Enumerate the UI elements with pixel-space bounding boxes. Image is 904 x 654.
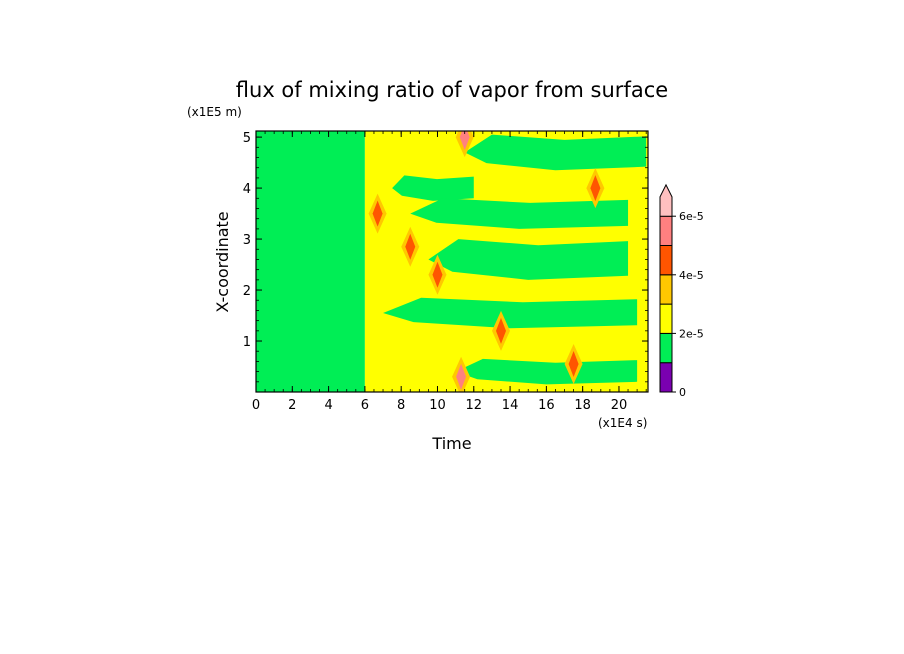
streak-5 (464, 134, 647, 171)
x-tick-label: 6 (361, 398, 369, 413)
hotspot-5 (564, 343, 583, 384)
field-region-0 (256, 131, 365, 392)
x-tick-label: 8 (397, 398, 405, 413)
y-tick-label: 3 (243, 233, 251, 248)
x-axis-label: Time (431, 434, 471, 453)
y-tick-label: 5 (243, 131, 251, 146)
colorbar-tick-label: 2e-5 (679, 327, 704, 340)
x-tick-label: 20 (611, 398, 628, 413)
x-tick-label: 10 (429, 398, 446, 413)
hotspot-6 (586, 168, 605, 209)
x-unit-label: (x1E4 s) (598, 416, 647, 430)
hotspot-core (372, 200, 383, 227)
streak-2 (428, 239, 629, 280)
streak-1 (410, 198, 629, 229)
hotspot-2 (428, 254, 447, 295)
y-tick-label: 2 (243, 284, 251, 299)
hotspot-7 (455, 131, 474, 158)
y-axis-label: X-coordinate (213, 211, 232, 312)
hotspot-core (459, 131, 470, 151)
x-tick-label: 18 (574, 398, 591, 413)
colorbar-segment (659, 274, 673, 305)
hotspot-core (496, 317, 506, 344)
colorbar-segment (659, 215, 673, 246)
y-tick-label: 4 (243, 182, 251, 197)
hotspot-3 (452, 356, 471, 392)
hotspot-core (405, 233, 416, 260)
x-tick-label: 14 (502, 398, 519, 413)
hotspot-core (432, 261, 443, 288)
x-tick-label: 0 (252, 398, 260, 413)
colorbar-segment (659, 332, 673, 364)
colorbar-tick-label: 0 (679, 386, 686, 399)
chart-title: flux of mixing ratio of vapor from surfa… (236, 78, 668, 102)
colorbar-tick-label: 4e-5 (679, 269, 704, 282)
hotspot-0 (368, 193, 387, 234)
colorbar-extend-arrow (659, 183, 673, 217)
x-tick-label: 12 (466, 398, 483, 413)
hotspot-core (456, 363, 467, 390)
colorbar-tick-label: 6e-5 (679, 210, 704, 223)
x-tick-label: 2 (288, 398, 296, 413)
colorbar-segment (659, 245, 673, 276)
colorbar-segment (659, 303, 673, 334)
x-tick-label: 16 (538, 398, 555, 413)
x-tick-label: 4 (324, 398, 332, 413)
plot-frame (255, 130, 649, 393)
y-tick-label: 1 (243, 335, 251, 350)
streak-3 (383, 297, 638, 329)
streak-0 (392, 175, 474, 201)
hotspot-core (590, 175, 601, 202)
colorbar-segment (659, 362, 673, 393)
hotspot-1 (401, 226, 420, 267)
streak-4 (455, 358, 638, 385)
hotspot-4 (492, 310, 510, 351)
hotspot-core (568, 350, 579, 377)
y-unit-label: (x1E5 m) (187, 105, 242, 119)
